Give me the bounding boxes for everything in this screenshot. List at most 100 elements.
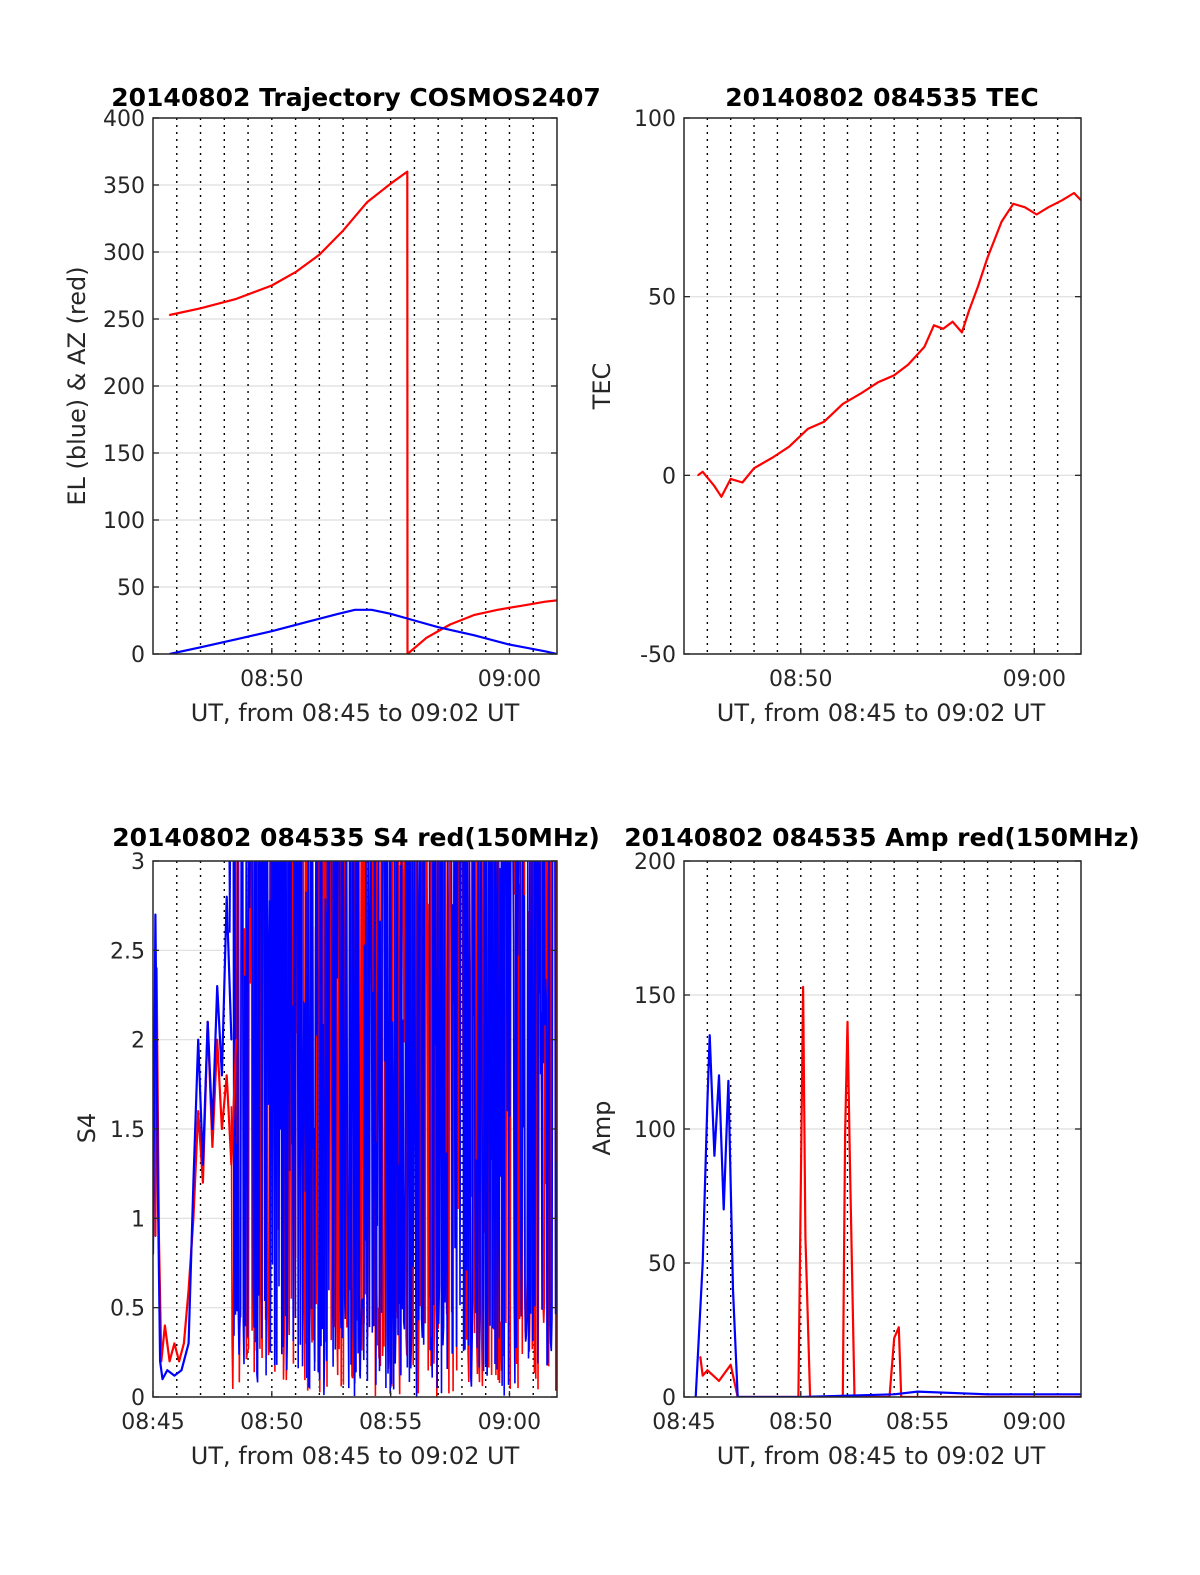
data-point — [877, 381, 879, 384]
data-point — [187, 1289, 190, 1291]
data-point — [437, 626, 440, 628]
data-point — [413, 619, 416, 622]
data-point — [370, 609, 373, 611]
data-point — [271, 284, 273, 287]
data-point — [1000, 220, 1003, 223]
data-point — [221, 1074, 223, 1077]
x-tick-label: 08:50 — [240, 1410, 303, 1435]
data-point — [961, 331, 963, 334]
data-point — [202, 1163, 204, 1166]
data-point — [968, 310, 970, 312]
data-point — [187, 1342, 190, 1345]
data-point — [230, 1163, 233, 1166]
plot-area: 0 0.5 1 1.5 2 2.5 3 08:45 08:50 08:55 09:00 — [110, 850, 558, 1435]
series-line-0 — [697, 191, 1081, 498]
data-point — [713, 1155, 716, 1157]
x-tick-label: 08:50 — [769, 667, 832, 692]
x-tick-label: 08:45 — [652, 1410, 715, 1435]
x-axis-label: UT, from 08:45 to 09:02 UT — [717, 699, 1046, 727]
panel-title: 20140802 Trajectory COSMOS2407 — [111, 83, 601, 112]
x-tick-label: 08:50 — [240, 667, 303, 692]
data-point — [202, 1181, 204, 1184]
data-point — [192, 1181, 195, 1184]
data-point — [802, 986, 804, 988]
data-point — [520, 605, 523, 607]
data-point — [804, 1235, 807, 1237]
x-tick-label: 09:00 — [1003, 667, 1066, 692]
data-point — [1047, 206, 1050, 209]
data-point — [893, 1393, 895, 1396]
panel-s4: 20140802 084535 S4 red(150MHz) UT, from … — [73, 823, 600, 1470]
panel-trajectory: 20140802 Trajectory COSMOS2407 UT, from … — [63, 83, 601, 727]
y-tick-label: 250 — [103, 308, 145, 333]
data-point — [807, 428, 809, 430]
panel-title: 20140802 084535 TEC — [725, 83, 1038, 112]
data-point — [846, 1021, 849, 1023]
data-point — [166, 1369, 169, 1371]
series-noise-blue — [228, 861, 557, 1397]
data-point — [180, 1369, 183, 1371]
plot-area: 0 50 100 150 200 08:45 08:50 08:55 09:00 — [634, 850, 1082, 1435]
x-tick-label: 08:50 — [769, 1410, 832, 1435]
y-tick-label: 2.5 — [110, 939, 145, 964]
data-point — [713, 485, 716, 487]
data-point — [1073, 192, 1075, 194]
x-tick-label: 09:00 — [478, 667, 541, 692]
x-tick-label: 08:55 — [359, 1410, 422, 1435]
data-point — [173, 1374, 176, 1377]
data-point — [907, 363, 909, 366]
y-tick-label: 100 — [634, 1118, 676, 1143]
data-point — [294, 271, 297, 273]
data-point — [235, 298, 237, 300]
data-point — [753, 467, 755, 470]
y-tick-label: 0 — [662, 1386, 676, 1411]
plot-area: -50 0 50 100 08:50 09:00 — [634, 107, 1082, 692]
data-point — [449, 623, 451, 626]
data-point — [157, 1181, 159, 1184]
y-tick-label: 300 — [103, 241, 145, 266]
data-point — [211, 1128, 214, 1130]
data-point — [951, 320, 954, 323]
data-point — [164, 1324, 166, 1327]
data-point — [161, 1378, 164, 1380]
data-point — [923, 345, 926, 348]
axes-box — [683, 117, 1082, 655]
data-point — [844, 1133, 846, 1136]
data-point — [178, 1360, 180, 1363]
y-axis-label: TEC — [588, 363, 616, 411]
x-tick-label: 08:45 — [121, 1410, 184, 1435]
data-point — [337, 613, 340, 615]
y-tick-label: 200 — [634, 850, 676, 875]
data-point — [183, 1342, 185, 1345]
data-point — [933, 324, 935, 327]
data-point — [197, 1038, 199, 1041]
x-axis-label: UT, from 08:45 to 09:02 UT — [191, 699, 520, 727]
data-point — [1035, 213, 1038, 216]
panel-title: 20140802 084535 Amp red(150MHz) — [624, 823, 1140, 852]
y-tick-label: 150 — [103, 442, 145, 467]
data-point — [342, 229, 344, 232]
data-point — [860, 392, 863, 394]
data-point — [211, 1146, 214, 1148]
y-tick-label: 0 — [662, 464, 676, 489]
data-point — [706, 1369, 709, 1371]
data-point — [986, 1393, 989, 1396]
data-point — [718, 1074, 720, 1077]
plot-area: 0 50 100 150 200 250 300 350 400 08:50 09:00 — [103, 107, 558, 692]
data-point — [729, 1364, 732, 1366]
data-point — [271, 630, 273, 632]
data-point — [788, 445, 790, 448]
x-tick-label: 09:00 — [1003, 1410, 1066, 1435]
data-point — [473, 614, 475, 616]
data-point — [708, 1034, 711, 1036]
x-tick-label: 08:55 — [886, 1410, 949, 1435]
data-point — [697, 474, 699, 477]
data-point — [216, 985, 218, 987]
data-point — [701, 1374, 704, 1377]
data-point — [197, 1110, 199, 1112]
data-point — [154, 913, 157, 916]
data-point — [977, 285, 979, 287]
y-tick-label: 0.5 — [110, 1297, 145, 1322]
data-point — [230, 1038, 233, 1041]
